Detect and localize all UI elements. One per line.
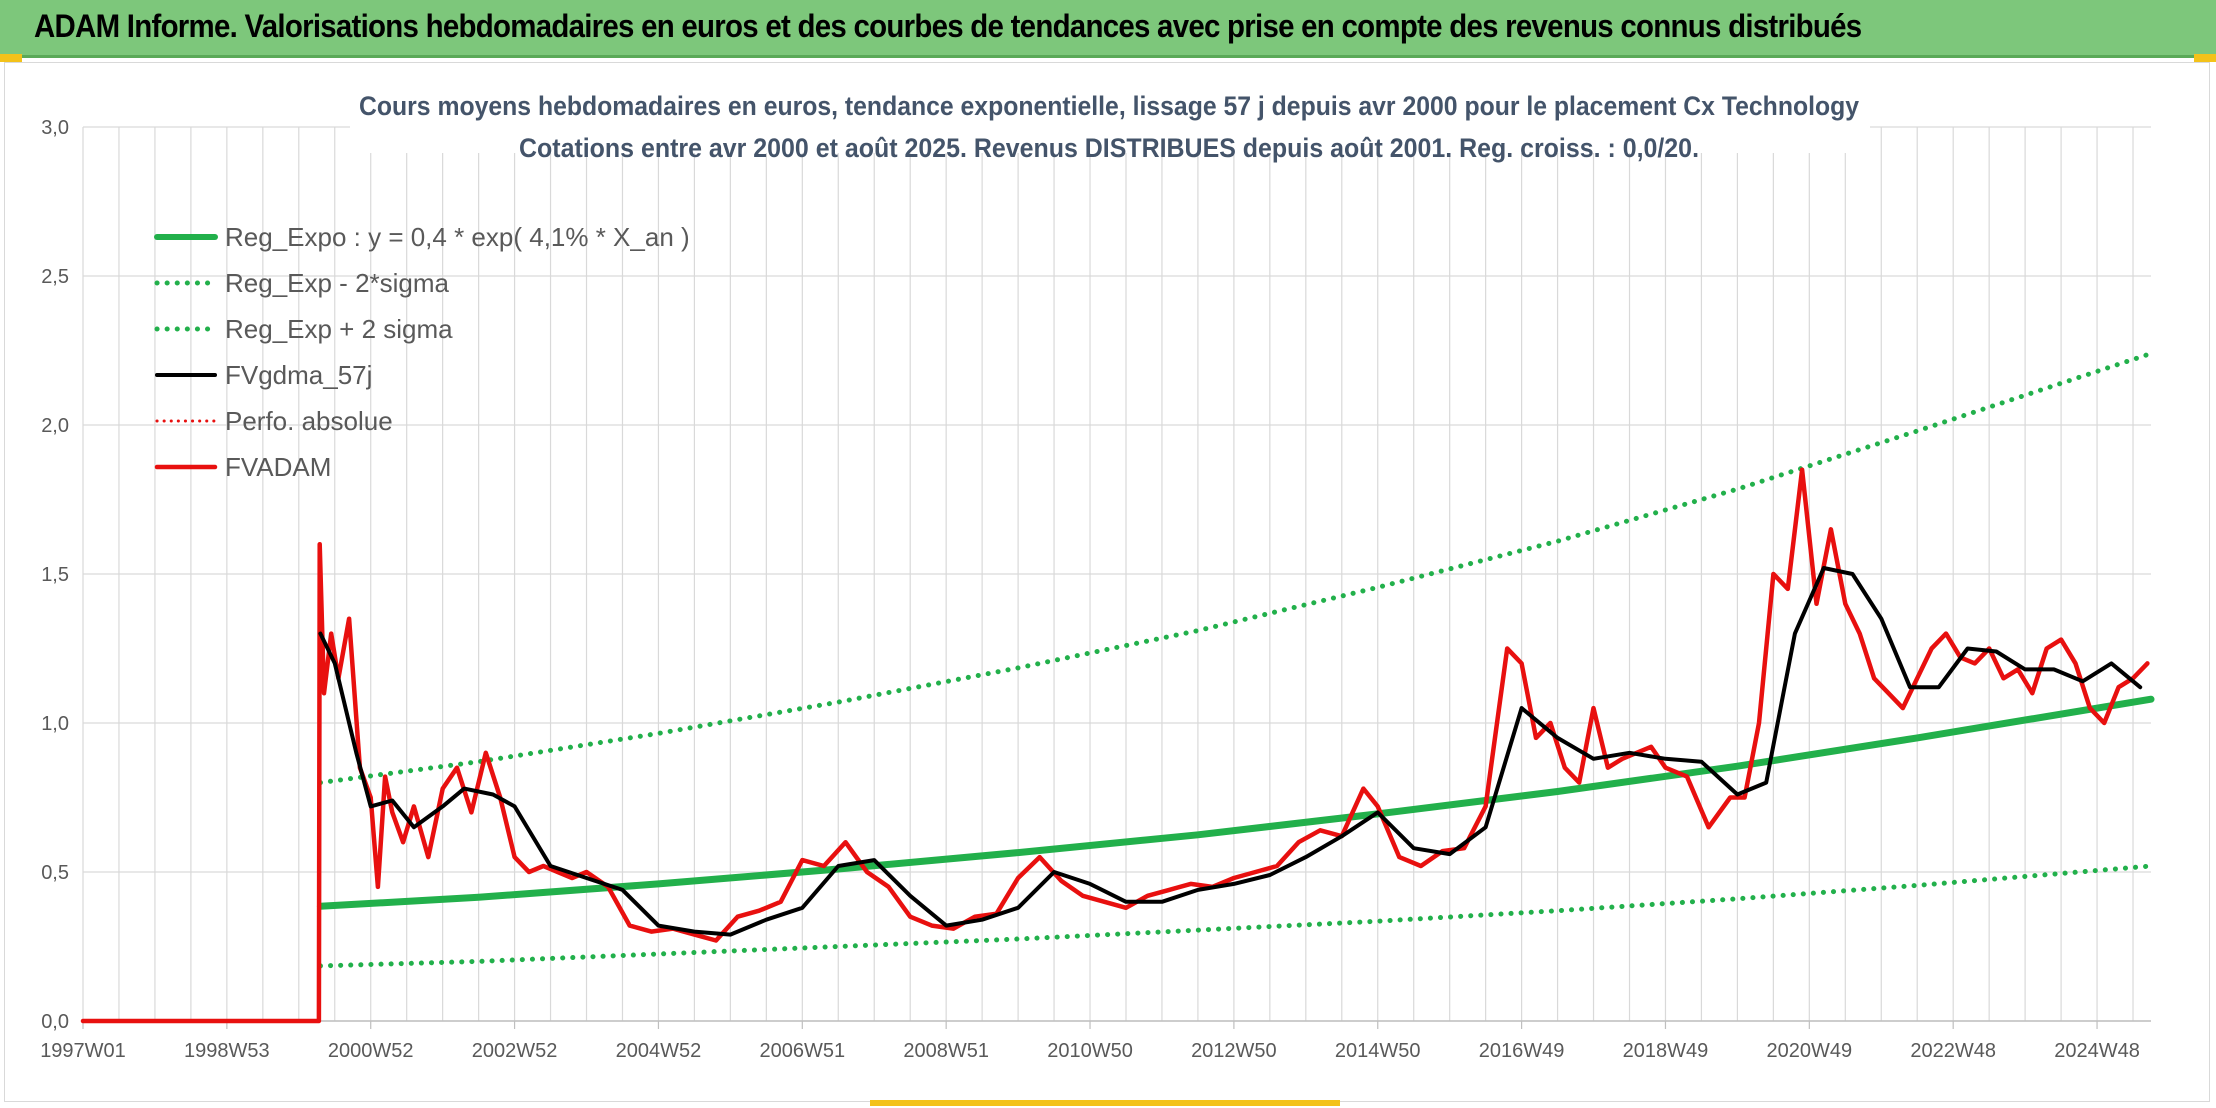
chart-subtitle: Cotations entre avr 2000 et août 2025. R… [519,133,1699,163]
chart-title: Cours moyens hebdomadaires en euros, ten… [359,91,1859,121]
legend-label-reg_expo: Reg_Expo : y = 0,4 * exp( 4,1% * X_an ) [225,222,690,252]
y-tick-label: 2,0 [41,415,69,437]
x-tick-label: 2002W52 [472,1040,558,1062]
x-tick-label: 2006W51 [759,1040,845,1062]
x-tick-label: 1997W01 [40,1040,126,1062]
x-tick-label: 1998W53 [184,1040,270,1062]
x-tick-label: 2008W51 [903,1040,989,1062]
header-bar: ADAM Informe. Valorisations hebdomadaire… [0,0,2216,58]
y-tick-label: 3,0 [41,117,69,139]
x-tick-label: 2000W52 [328,1040,414,1062]
x-tick-label: 2018W49 [1623,1040,1709,1062]
y-tick-label: 0,0 [41,1011,69,1033]
x-tick-label: 2010W50 [1047,1040,1133,1062]
series-line-fvgdma [318,566,2143,937]
y-tick-label: 2,5 [41,266,69,288]
accent-corner-left [0,54,22,62]
series-line-reg_minus [317,863,2154,969]
series-line-reg_plus [317,351,2154,786]
chart-series [80,351,2155,1024]
chart-svg: 0,0 0,5 1,0 1,5 2,0 2,5 3,0 1997W01 1998W53 2000… [40,85,2155,1062]
x-tick-label: 2022W48 [1910,1040,1996,1062]
accent-strip-bottom [870,1100,1340,1106]
x-tick-label: 2020W49 [1767,1040,1853,1062]
chart-grid [82,126,2151,1022]
x-tick-label: 2014W50 [1335,1040,1421,1062]
page-title: ADAM Informe. Valorisations hebdomadaire… [34,8,1862,44]
y-tick-label: 0,5 [41,862,69,884]
x-axis: 1997W01 1998W53 2000W52 2002W52 2004W52 2006W… [40,1020,2151,1062]
series-line-fvadam [80,467,2150,1024]
legend-label-reg_plus: Reg_Exp + 2 sigma [225,314,453,344]
x-tick-label: 2004W52 [616,1040,702,1062]
chart-title-group: Cours moyens hebdomadaires en euros, ten… [350,85,1870,163]
x-tick-label: 2012W50 [1191,1040,1277,1062]
x-tick-label: 2024W48 [2054,1040,2140,1062]
y-tick-label: 1,5 [41,564,69,586]
legend-label-fvadam: FVADAM [225,452,331,482]
y-tick-label: 1,0 [41,713,69,735]
accent-corner-right [2194,54,2216,62]
series-line-reg_expo [316,695,2155,910]
x-tick-label: 2016W49 [1479,1040,1565,1062]
chart-frame: 0,0 0,5 1,0 1,5 2,0 2,5 3,0 1997W01 1998W53 2000… [4,62,2210,1102]
y-axis: 0,0 0,5 1,0 1,5 2,0 2,5 3,0 [41,117,69,1033]
legend-label-perfo: Perfo. absolue [225,406,393,436]
legend-label-fvgdma: FVgdma_57j [225,360,372,390]
chart-legend: Reg_Expo : y = 0,4 * exp( 4,1% * X_an ) R… [154,222,690,482]
legend-label-reg_minus: Reg_Exp - 2*sigma [225,268,450,298]
